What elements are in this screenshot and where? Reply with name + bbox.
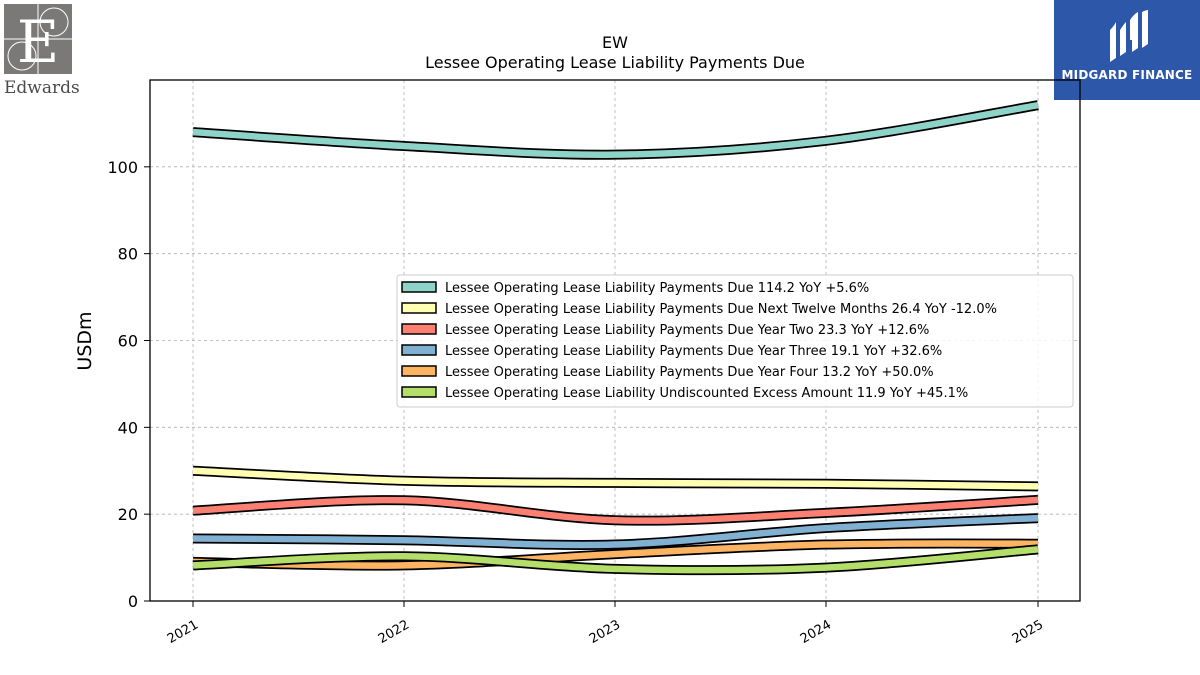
series-line-fill	[192, 540, 1039, 569]
series-line-fill	[192, 514, 1039, 549]
legend: Lessee Operating Lease Liability Payment…	[396, 274, 1074, 408]
legend-entry: Lessee Operating Lease Liability Payment…	[445, 344, 942, 359]
series-line	[192, 544, 1039, 576]
series-line-fill	[192, 546, 1039, 574]
legend-entry: Lessee Operating Lease Liability Payment…	[445, 365, 934, 380]
x-tick-label: 2022	[376, 617, 412, 647]
series-line	[192, 513, 1039, 551]
y-tick-label: 60	[118, 332, 138, 351]
legend-entry: Lessee Operating Lease Liability Payment…	[445, 302, 997, 317]
legend-swatch	[401, 302, 437, 314]
legend-entry: Lessee Operating Lease Liability Undisco…	[445, 386, 968, 401]
legend-swatch	[401, 344, 437, 356]
x-tick-label: 2023	[587, 617, 623, 647]
x-tick-label: 2021	[165, 617, 201, 647]
edwards-logo: E Edwards	[4, 4, 80, 100]
midgard-wordmark: MIDGARD FINANCE	[1061, 68, 1193, 82]
series-line-fill	[192, 101, 1039, 159]
svg-text:E: E	[17, 8, 59, 76]
legend-swatch	[401, 365, 437, 377]
legend-entry: Lessee Operating Lease Liability Payment…	[445, 281, 869, 296]
chart-title: EW	[602, 33, 628, 52]
edwards-emblem-icon: E	[4, 4, 72, 76]
y-tick-label: 20	[118, 505, 138, 524]
series-line	[192, 494, 1039, 526]
series-line-fill	[192, 467, 1039, 490]
series-lines	[192, 100, 1039, 576]
y-tick-label: 0	[128, 592, 138, 611]
y-tick-label: 40	[118, 418, 138, 437]
series-line	[192, 538, 1039, 571]
edwards-wordmark: Edwards	[4, 78, 80, 98]
legend-entry: Lessee Operating Lease Liability Payment…	[445, 323, 929, 338]
y-axis-label: USDm	[74, 311, 96, 370]
series-line-fill	[192, 496, 1039, 524]
midgard-finance-logo: MIDGARD FINANCE	[1054, 0, 1200, 100]
x-tick-label: 2025	[1010, 617, 1046, 647]
y-tick-label: 100	[107, 158, 138, 177]
legend-swatch	[401, 323, 437, 335]
legend-box	[396, 274, 1074, 408]
series-line	[192, 100, 1039, 160]
x-tick-label: 2024	[798, 617, 834, 647]
y-tick-label: 80	[118, 245, 138, 264]
series-line	[192, 465, 1039, 492]
midgard-emblem-icon	[1110, 10, 1148, 62]
legend-swatch	[401, 281, 437, 293]
legend-swatch	[401, 386, 437, 398]
chart-subtitle: Lessee Operating Lease Liability Payment…	[425, 53, 805, 72]
